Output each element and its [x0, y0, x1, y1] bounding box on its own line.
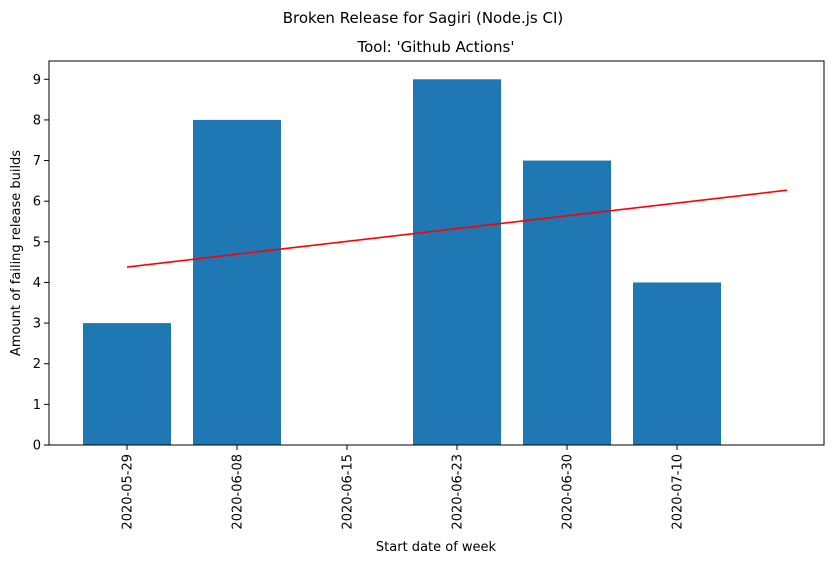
y-tick-label-5: 5 — [33, 235, 41, 250]
bar-2020-06-08 — [193, 119, 281, 446]
y-tick-label-7: 7 — [33, 154, 41, 169]
x-tick-label-2020-06-15: 2020-06-15 — [341, 454, 356, 530]
trend-line — [126, 189, 788, 268]
y-tick-label-4: 4 — [33, 276, 41, 291]
bar-2020-06-30 — [523, 160, 611, 446]
x-tick-label-2020-06-30: 2020-06-30 — [561, 454, 576, 530]
x-tick-label-2020-06-08: 2020-06-08 — [231, 454, 246, 530]
trend-line-group — [126, 189, 788, 268]
y-tick-label-1: 1 — [33, 398, 41, 413]
y-tick-label-6: 6 — [33, 195, 41, 210]
y-tick-label-8: 8 — [33, 113, 41, 128]
y-tick-label-9: 9 — [33, 73, 41, 88]
bars-group — [83, 79, 721, 446]
y-tick-label-2: 2 — [33, 357, 41, 372]
bar-2020-05-29 — [83, 323, 171, 445]
chart-suptitle: Broken Release for Sagiri (Node.js CI) — [283, 9, 564, 27]
bar-2020-06-23 — [413, 79, 501, 446]
y-axis: 0 1 2 3 4 5 6 7 8 9 — [33, 73, 49, 454]
y-tick-label-3: 3 — [33, 317, 41, 332]
y-axis-label: Amount of failing release builds — [9, 150, 24, 356]
x-tick-label-2020-07-10: 2020-07-10 — [671, 454, 686, 530]
x-tick-label-2020-05-29: 2020-05-29 — [121, 454, 136, 530]
bar-2020-07-10 — [633, 282, 721, 445]
x-axis: 2020-05-29 2020-06-08 2020-06-15 2020-06-23… — [121, 445, 686, 530]
plot-frame — [48, 60, 825, 446]
y-tick-label-0: 0 — [33, 439, 41, 454]
x-axis-label: Start date of week — [376, 540, 497, 555]
x-tick-label-2020-06-23: 2020-06-23 — [451, 454, 466, 530]
chart-title: Tool: 'Github Actions' — [357, 38, 515, 56]
